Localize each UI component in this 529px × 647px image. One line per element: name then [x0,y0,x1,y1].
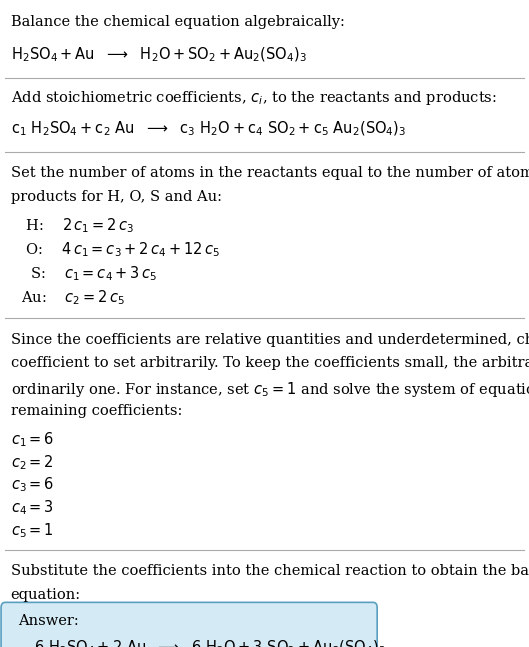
FancyBboxPatch shape [1,602,377,647]
Text: $c_3 = 6$: $c_3 = 6$ [11,476,54,494]
Text: ordinarily one. For instance, set $c_5 = 1$ and solve the system of equations fo: ordinarily one. For instance, set $c_5 =… [11,380,529,399]
Text: Au:  $\ \ c_2 = 2\,c_5$: Au: $\ \ c_2 = 2\,c_5$ [21,288,125,307]
Text: Add stoichiometric coefficients, $c_i$, to the reactants and products:: Add stoichiometric coefficients, $c_i$, … [11,89,496,107]
Text: Substitute the coefficients into the chemical reaction to obtain the balanced: Substitute the coefficients into the che… [11,564,529,578]
Text: $\mathrm{6\ H_2SO_4 + 2\ Au\ \ \longrightarrow\ \ 6\ H_2O + 3\ SO_2 + Au_2(SO_4): $\mathrm{6\ H_2SO_4 + 2\ Au\ \ \longrigh… [34,639,387,647]
Text: products for H, O, S and Au:: products for H, O, S and Au: [11,190,222,204]
Text: remaining coefficients:: remaining coefficients: [11,404,182,419]
Text: $\mathrm{c_1\ H_2SO_4 + c_2\ Au\ \ \longrightarrow\ \ c_3\ H_2O + c_4\ SO_2 + c_: $\mathrm{c_1\ H_2SO_4 + c_2\ Au\ \ \long… [11,120,406,138]
Text: Set the number of atoms in the reactants equal to the number of atoms in the: Set the number of atoms in the reactants… [11,166,529,181]
Text: S:  $\ \ c_1 = c_4 + 3\,c_5$: S: $\ \ c_1 = c_4 + 3\,c_5$ [21,264,158,283]
Text: Answer:: Answer: [19,614,79,628]
Text: Balance the chemical equation algebraically:: Balance the chemical equation algebraica… [11,15,344,29]
Text: Since the coefficients are relative quantities and underdetermined, choose a: Since the coefficients are relative quan… [11,333,529,347]
Text: $\mathrm{H_2SO_4 + Au\ \ \longrightarrow\ \ H_2O + SO_2 + Au_2(SO_4)_3}$: $\mathrm{H_2SO_4 + Au\ \ \longrightarrow… [11,45,306,63]
Text: $c_2 = 2$: $c_2 = 2$ [11,453,53,472]
Text: O:  $\ \ 4\,c_1 = c_3 + 2\,c_4 + 12\,c_5$: O: $\ \ 4\,c_1 = c_3 + 2\,c_4 + 12\,c_5$ [21,240,221,259]
Text: $c_4 = 3$: $c_4 = 3$ [11,498,53,517]
Text: equation:: equation: [11,588,81,602]
Text: coefficient to set arbitrarily. To keep the coefficients small, the arbitrary va: coefficient to set arbitrarily. To keep … [11,356,529,371]
Text: $c_1 = 6$: $c_1 = 6$ [11,430,54,449]
Text: H:  $\ \ 2\,c_1 = 2\,c_3$: H: $\ \ 2\,c_1 = 2\,c_3$ [21,216,134,235]
Text: $c_5 = 1$: $c_5 = 1$ [11,521,53,540]
